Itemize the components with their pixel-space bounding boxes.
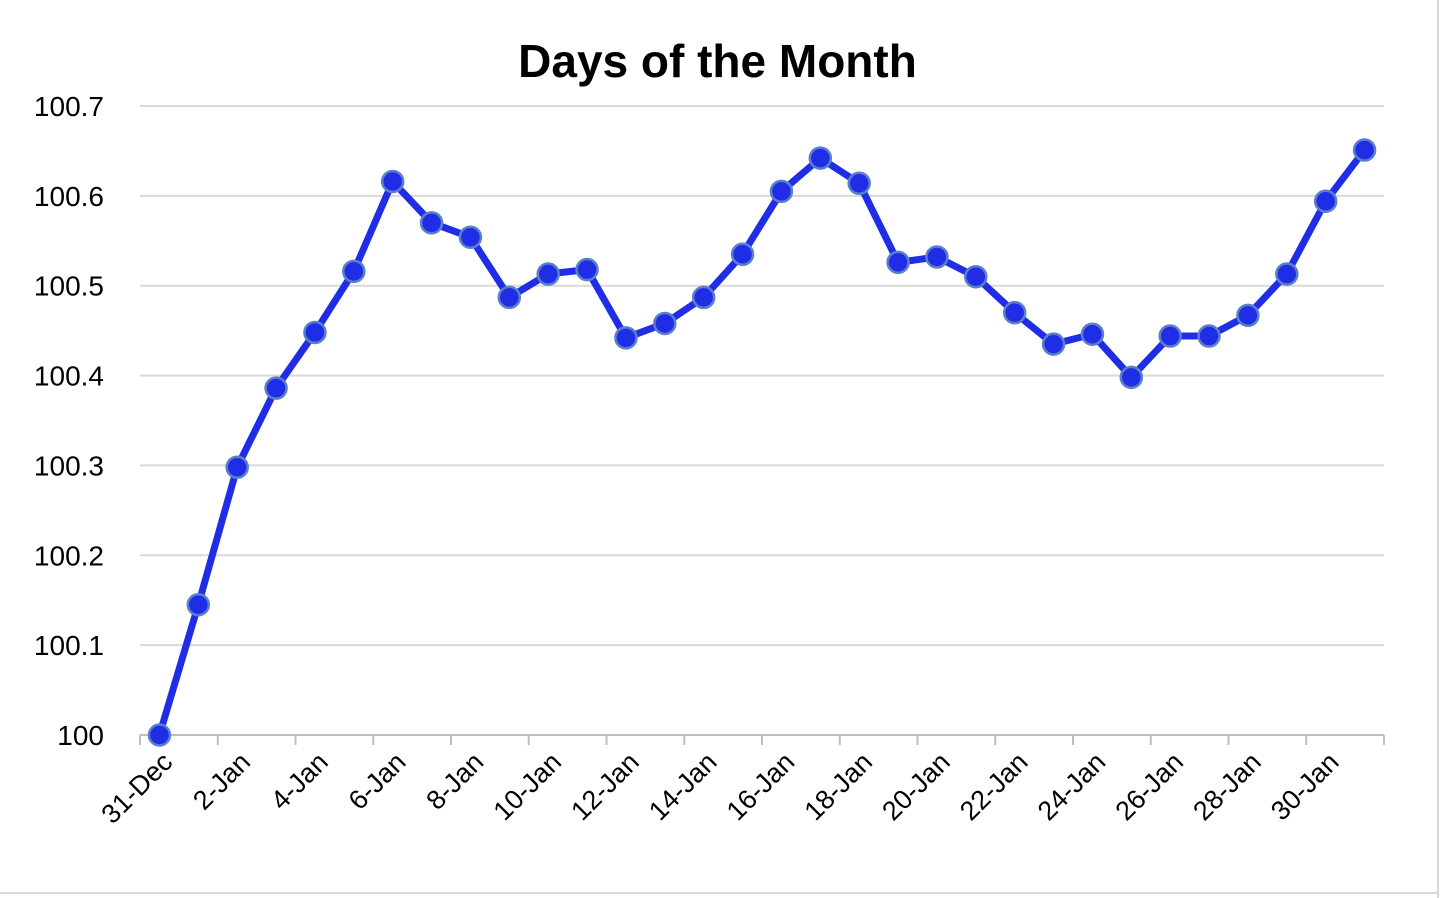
y-tick-label: 100.6 bbox=[34, 181, 104, 212]
y-tick-label: 100.2 bbox=[34, 540, 104, 571]
x-tick-label: 4-Jan bbox=[265, 747, 334, 816]
data-point bbox=[1352, 138, 1377, 162]
x-tick-label: 10-Jan bbox=[488, 747, 568, 827]
chart-title: Days of the Month bbox=[518, 35, 917, 87]
x-tick-labels: 31-Dec 2-Jan 4-Jan 6-Jan 8-Jan10-Jan12-Jan14… bbox=[96, 747, 1345, 830]
data-point bbox=[1275, 262, 1299, 286]
x-tick-label: 6-Jan bbox=[343, 747, 412, 816]
data-point bbox=[653, 311, 677, 336]
series bbox=[147, 138, 1377, 747]
data-point bbox=[1002, 300, 1027, 325]
x-tick-label: 8-Jan bbox=[420, 747, 489, 816]
data-point bbox=[497, 285, 522, 310]
y-tick-labels: 100 100.1 100.2 100.3 100.4 100.5 100.6 100.7 bbox=[34, 91, 104, 751]
data-point bbox=[1313, 189, 1338, 213]
data-point bbox=[380, 169, 405, 194]
data-point bbox=[691, 285, 716, 310]
data-point bbox=[614, 326, 638, 350]
x-tick-label: 24-Jan bbox=[1032, 747, 1112, 827]
x-tick-label: 2-Jan bbox=[187, 747, 256, 816]
series-line bbox=[155, 146, 1369, 739]
data-point bbox=[1236, 303, 1260, 328]
data-point bbox=[730, 242, 755, 267]
y-tick-label: 100.1 bbox=[34, 630, 104, 661]
data-point bbox=[1197, 324, 1221, 348]
x-tick-label: 28-Jan bbox=[1187, 747, 1267, 827]
data-point bbox=[303, 320, 327, 345]
x-tick-label: 26-Jan bbox=[1110, 747, 1190, 827]
x-tick-label: 22-Jan bbox=[954, 747, 1034, 827]
data-point bbox=[1041, 332, 1066, 356]
data-point bbox=[847, 171, 871, 196]
x-tick-label: 20-Jan bbox=[876, 747, 956, 827]
data-point bbox=[964, 264, 988, 289]
data-point bbox=[808, 146, 833, 170]
x-tick-label: 14-Jan bbox=[643, 747, 723, 827]
y-tick-label: 100.3 bbox=[34, 450, 104, 481]
data-point bbox=[186, 592, 211, 617]
data-point bbox=[419, 211, 444, 235]
data-point bbox=[225, 455, 249, 479]
data-point bbox=[925, 245, 949, 269]
data-point bbox=[1158, 324, 1182, 348]
x-tick-label: 31-Dec bbox=[96, 747, 179, 830]
y-tick-label: 100.7 bbox=[34, 91, 104, 122]
x-tick-label: 18-Jan bbox=[799, 747, 879, 827]
y-tick-label: 100.4 bbox=[34, 361, 104, 392]
y-tick-label: 100 bbox=[57, 720, 104, 751]
x-tick-label: 16-Jan bbox=[721, 747, 801, 827]
data-point bbox=[458, 225, 483, 249]
data-point bbox=[264, 376, 288, 400]
x-tick-label: 30-Jan bbox=[1265, 747, 1345, 827]
data-point bbox=[575, 257, 599, 282]
data-point bbox=[886, 250, 910, 275]
gridlines bbox=[140, 105, 1384, 647]
x-tick-label: 12-Jan bbox=[565, 747, 645, 827]
data-point bbox=[1080, 322, 1105, 346]
y-tick-label: 100.5 bbox=[34, 271, 104, 302]
data-point bbox=[769, 179, 794, 204]
data-point bbox=[1119, 365, 1144, 390]
data-point bbox=[536, 262, 560, 286]
data-point bbox=[147, 723, 172, 747]
data-point bbox=[342, 259, 366, 284]
